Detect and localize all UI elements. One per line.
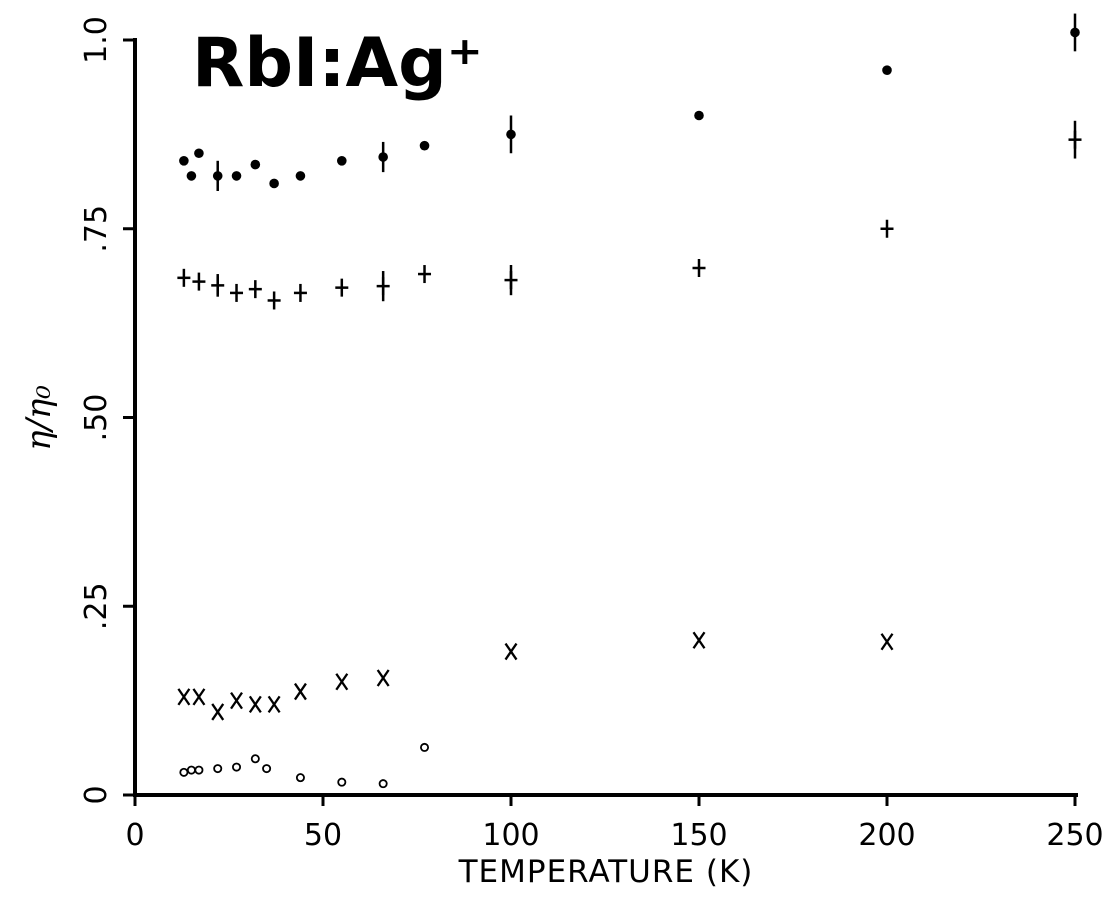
data-point-open-circle [262, 764, 272, 774]
data-point-plus [504, 271, 518, 290]
data-point-x [230, 691, 243, 710]
x-axis-title: TEMPERATURE (K) [458, 854, 754, 890]
data-point-open-circle [213, 764, 223, 774]
data-point-plus [230, 283, 244, 302]
x-tick-label: 150 [670, 818, 727, 853]
data-point-filled-circle [1070, 27, 1080, 38]
data-point-filled-circle [419, 140, 430, 151]
data-point-x [267, 695, 281, 714]
data-point-open-circle [295, 773, 305, 783]
x-stroke-b [504, 642, 518, 661]
y-axis-title: η/η₀ [19, 385, 59, 451]
data-point-filled-circle [882, 65, 892, 75]
data-point-x [504, 642, 518, 661]
x-stroke-b [267, 695, 281, 714]
data-point-filled-circle [250, 159, 261, 170]
data-point-plus [418, 265, 432, 284]
data-point-open-circle [378, 779, 388, 789]
data-point-open-circle [250, 754, 260, 764]
data-point-x [248, 695, 262, 714]
y-tick-label: 0 [79, 785, 114, 804]
data-point-open-circle [186, 765, 196, 775]
data-point-x [376, 669, 390, 687]
data-point-plus [293, 283, 307, 302]
x-stroke-b [692, 631, 706, 649]
data-point-plus [335, 278, 349, 297]
data-point-plus [692, 259, 706, 278]
x-stroke-b [211, 703, 225, 721]
data-point-plus [880, 219, 894, 238]
x-stroke-b [192, 688, 206, 706]
axes: 0 50 100 150 200 250 0 .25 .50 .75 1.0 [79, 16, 1104, 853]
data-point-open-circle [420, 742, 430, 752]
y-tick-label: .75 [79, 205, 114, 253]
x-stroke-b [248, 695, 262, 714]
data-point-filled-circle [295, 171, 306, 181]
data-point-x [211, 703, 225, 721]
x-stroke-b [880, 633, 894, 651]
x-tick-label: 0 [125, 818, 144, 853]
x-stroke-b [293, 682, 307, 701]
data-point-open-circle [179, 767, 189, 777]
data-point-plus [248, 280, 262, 299]
data-point-filled-circle [337, 156, 347, 166]
data-point-filled-circle [186, 171, 197, 181]
y-tick-label: .25 [79, 582, 114, 630]
data-point-open-circle [232, 762, 242, 772]
data-point-filled-circle [231, 171, 242, 181]
data-point-filled-circle [179, 156, 189, 166]
x-stroke-b [230, 691, 243, 710]
x-stroke-b [335, 673, 349, 691]
y-tick-label: 1.0 [79, 16, 114, 64]
data-point-x [880, 633, 894, 651]
x-tick-label: 50 [304, 818, 342, 853]
data-point-x [692, 631, 706, 649]
x-tick-label: 200 [858, 818, 915, 853]
y-tick-label: .50 [79, 394, 114, 442]
chart-title: RbI:Ag⁺ [192, 24, 483, 103]
data-point-filled-circle [694, 110, 704, 121]
data-point-open-circle [337, 777, 347, 787]
data-point-plus [192, 272, 206, 291]
data-point-filled-circle [269, 178, 279, 189]
data-point-plus [376, 277, 390, 296]
x-stroke-b [177, 688, 191, 706]
data-point-filled-circle [378, 152, 388, 162]
data-point-x [192, 688, 206, 706]
data-points [177, 13, 1082, 789]
x-tick-label: 100 [482, 818, 539, 853]
data-point-x [335, 673, 349, 691]
x-tick-label: 250 [1046, 818, 1103, 853]
data-point-plus [1068, 130, 1082, 149]
data-point-plus [267, 291, 281, 310]
data-point-filled-circle [194, 148, 204, 159]
data-point-x [177, 688, 191, 706]
data-point-plus [177, 268, 191, 287]
data-point-filled-circle [212, 171, 223, 181]
data-point-filled-circle [506, 129, 516, 140]
data-point-x [293, 682, 307, 701]
x-stroke-b [376, 669, 390, 687]
data-point-plus [211, 276, 225, 295]
data-point-open-circle [194, 765, 204, 775]
